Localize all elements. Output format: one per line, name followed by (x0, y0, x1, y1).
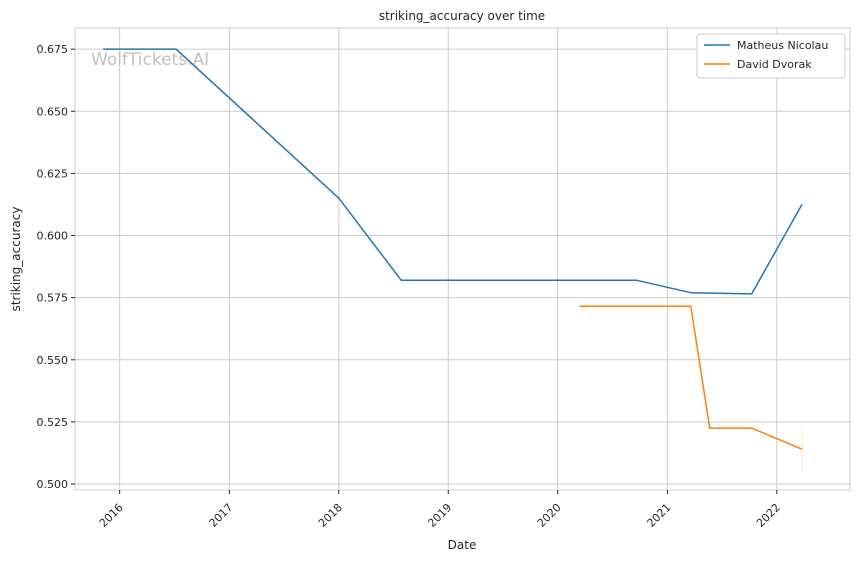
x-tick-label: 2020 (535, 501, 564, 530)
legend-label-matheus-nicolau: Matheus Nicolau (737, 39, 828, 52)
y-axis-label: striking_accuracy (9, 207, 23, 312)
watermark: WolfTickets.AI (91, 50, 209, 70)
legend: Matheus Nicolau David Dvorak (696, 33, 846, 79)
chart-title: striking_accuracy over time (379, 9, 545, 23)
y-tick-label: 0.675 (37, 43, 69, 56)
x-axis-label: Date (448, 538, 477, 552)
y-tick-label: 0.500 (37, 478, 69, 491)
x-tick-label: 2022 (754, 501, 783, 530)
series-lines (103, 48, 803, 472)
y-tick-label: 0.550 (37, 354, 69, 367)
y-tick-label: 0.600 (37, 230, 69, 243)
x-tick-label: 2016 (97, 501, 126, 530)
y-tick-label: 0.650 (37, 105, 69, 118)
series-line-1 (579, 305, 803, 450)
x-tick-label: 2018 (316, 501, 345, 530)
legend-label-david-dvorak: David Dvorak (737, 58, 812, 71)
x-tick-label: 2019 (425, 501, 454, 530)
y-axis-ticks: 0.500 0.525 0.550 0.575 0.600 0.625 0.650 0.675 (37, 43, 75, 491)
grid (75, 28, 850, 490)
legend-box (696, 33, 846, 79)
series-line-0 (103, 48, 803, 295)
x-tick-label: 2017 (207, 501, 236, 530)
plot-area (74, 27, 851, 491)
y-tick-label: 0.625 (37, 167, 69, 180)
x-tick-label: 2021 (645, 501, 674, 530)
y-tick-label: 0.525 (37, 416, 69, 429)
x-axis-ticks: 2016 2017 2018 2019 2020 2021 2022 (97, 490, 783, 530)
y-tick-label: 0.575 (37, 292, 69, 305)
